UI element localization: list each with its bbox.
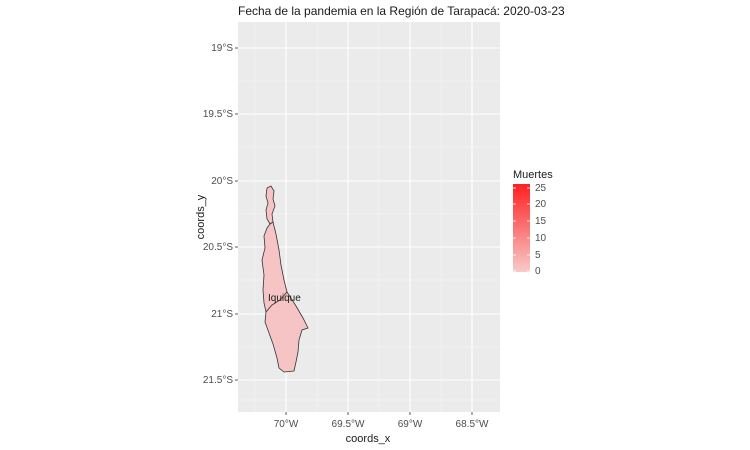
y-tick-label: 19°S [211, 43, 233, 54]
legend-label: 10 [535, 233, 547, 244]
major-grid [238, 22, 500, 412]
legend-label: 20 [535, 199, 547, 210]
region-label-iquique: Iquique [268, 293, 301, 304]
legend-colorbar [513, 184, 530, 272]
region-south-comuna [264, 291, 309, 373]
y-axis-title: coords_y [195, 194, 207, 239]
y-tick-label: 20.5°S [203, 242, 233, 253]
legend-label: 25 [535, 183, 547, 194]
legend-label: 15 [535, 216, 547, 227]
y-tick-label: 21°S [211, 309, 233, 320]
x-tick-marks [285, 412, 473, 415]
x-tick-label: 70°W [274, 419, 299, 430]
x-tick-label: 69.5°W [332, 419, 365, 430]
y-tick-label: 21.5°S [203, 375, 233, 386]
minor-grid [238, 22, 500, 412]
y-tick-label: 20°S [211, 176, 233, 187]
x-tick-label: 69°W [398, 419, 423, 430]
legend-ticks [513, 187, 530, 272]
y-tick-marks [235, 47, 238, 381]
y-tick-label: 19.5°S [203, 109, 233, 120]
legend-title: Muertes [513, 169, 553, 181]
legend-label: 0 [535, 266, 541, 277]
map-title: Fecha de la pandemia en la Región de Tar… [238, 4, 565, 18]
legend-label: 5 [535, 250, 541, 261]
x-axis-title: coords_x [346, 433, 391, 445]
legend: Muertes 25 20 15 10 5 0 [513, 169, 553, 277]
x-tick-label: 68.5°W [456, 419, 489, 430]
